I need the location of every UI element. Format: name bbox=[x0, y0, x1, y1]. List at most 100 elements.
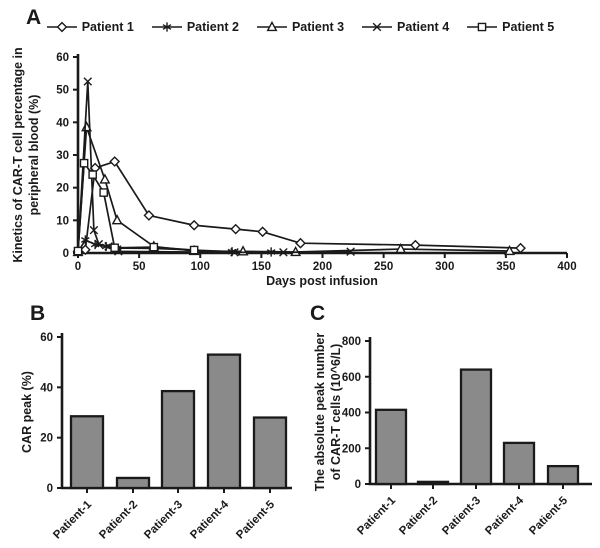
square-marker bbox=[189, 245, 199, 255]
category-label: Patient-3 bbox=[142, 499, 185, 542]
y-tick-label: 40 bbox=[40, 382, 53, 394]
triangle-marker bbox=[395, 243, 407, 254]
legend-label: Patient 1 bbox=[81, 20, 134, 34]
series-line bbox=[77, 126, 510, 253]
car-peak-bar-chart: 0 20 40 60 Patient-1 Patient-2 Patient-3 Patien… bbox=[20, 332, 292, 541]
legend-item-patient-4: Patient 4 bbox=[361, 20, 449, 34]
bar-patient-1 bbox=[374, 408, 408, 486]
car-peak-yaxis-label: CAR peak (%) bbox=[20, 371, 34, 453]
x-tick-label: 100 bbox=[191, 261, 210, 273]
category-label: Patient-4 bbox=[188, 498, 231, 541]
y-tick-label: 30 bbox=[56, 150, 69, 162]
y-tick-label: 20 bbox=[40, 433, 53, 445]
category-label: Patient-5 bbox=[527, 494, 570, 537]
category-label: Patient-2 bbox=[97, 499, 140, 542]
y-tick-label: 60 bbox=[40, 332, 53, 344]
y-tick-label: 200 bbox=[342, 443, 361, 455]
bar-patient-2 bbox=[416, 480, 450, 486]
x-marker-icon bbox=[362, 22, 393, 32]
bar-patient-1 bbox=[69, 415, 105, 490]
y-tick-label: 50 bbox=[56, 85, 69, 97]
triangle-marker-icon bbox=[256, 20, 287, 32]
square-marker-icon bbox=[467, 22, 498, 32]
y-tick-label: 400 bbox=[342, 408, 361, 420]
x-cross-marker bbox=[94, 239, 104, 249]
kinetics-xaxis-label: Days post infusion bbox=[266, 274, 378, 288]
y-tick-label: 0 bbox=[47, 483, 53, 495]
x-tick-label: 250 bbox=[374, 261, 393, 273]
bar-patient-3 bbox=[459, 368, 493, 486]
square-marker bbox=[88, 170, 97, 179]
series-patient-4 bbox=[73, 77, 355, 257]
asterisk-marker bbox=[80, 235, 90, 245]
legend-label: Patient 2 bbox=[186, 20, 239, 34]
y-tick-label: 60 bbox=[56, 52, 69, 64]
absolute-peak-bar-chart: 0 200 400 600 800 Patient-1 Patient-2 Patient-3… bbox=[313, 333, 592, 537]
x-cross-marker bbox=[83, 77, 93, 86]
bar-patient-2 bbox=[115, 476, 151, 490]
panel-b-label: B bbox=[30, 302, 46, 325]
x-cross-marker bbox=[230, 248, 239, 257]
square-marker bbox=[73, 246, 83, 256]
series-patient-5 bbox=[73, 158, 199, 256]
x-tick-label: 350 bbox=[496, 261, 515, 273]
square-marker bbox=[477, 22, 487, 32]
legend-item-patient-5: Patient 5 bbox=[466, 20, 554, 34]
legend-item-patient-2: Patient 2 bbox=[151, 20, 239, 34]
diamond-marker bbox=[109, 156, 121, 167]
y-tick-label: 20 bbox=[56, 183, 69, 195]
triangle-marker bbox=[111, 214, 123, 225]
axes bbox=[76, 54, 567, 255]
square-marker bbox=[99, 188, 108, 197]
bar-patient-5 bbox=[252, 416, 288, 490]
series-patient-1 bbox=[72, 156, 526, 257]
bar-patient-4 bbox=[502, 441, 536, 486]
category-label: Patient-1 bbox=[355, 494, 398, 537]
x-cross-marker bbox=[346, 247, 355, 256]
diamond-marker bbox=[143, 210, 155, 221]
bar-patient-3 bbox=[160, 389, 196, 490]
y-tick-label: 0 bbox=[63, 248, 69, 260]
category-label: Patient-1 bbox=[51, 498, 94, 541]
y-tick-label: 600 bbox=[342, 372, 361, 384]
x-tick-label: 200 bbox=[313, 261, 332, 273]
category-label: Patient-2 bbox=[397, 495, 440, 538]
x-cross-marker bbox=[89, 225, 99, 235]
diamond-marker bbox=[515, 242, 526, 254]
diamond-marker bbox=[56, 21, 68, 33]
diamond-marker bbox=[410, 239, 421, 251]
diamond-marker bbox=[79, 244, 91, 256]
legend: Patient 1 Patient 2 Patient 3 Patient 4 … bbox=[0, 20, 600, 34]
legend-item-patient-3: Patient 3 bbox=[256, 20, 344, 34]
diamond-marker bbox=[295, 237, 306, 249]
x-cross-marker bbox=[279, 248, 288, 257]
series-patient-3 bbox=[72, 121, 516, 257]
y-tick-label: 0 bbox=[355, 479, 361, 491]
square-marker bbox=[79, 158, 89, 168]
diamond-marker bbox=[188, 219, 200, 231]
panel-c-label: C bbox=[310, 302, 326, 325]
y-tick-label: 40 bbox=[56, 117, 69, 129]
x-cross-marker bbox=[372, 22, 382, 32]
category-label: Patient-4 bbox=[483, 494, 526, 537]
kinetics-plot-area: 0 10 20 30 40 50 60 0 50 100 150 200 250 300 350 400 bbox=[56, 52, 576, 273]
legend-label: Patient 5 bbox=[502, 20, 555, 34]
absolute-peak-plot-area: 0 200 400 600 800 Patient-1 Patient-2 Patient-3… bbox=[342, 336, 592, 537]
absolute-peak-yaxis-label-line2: of CAR-T cells (10^6/L) bbox=[329, 344, 343, 481]
x-tick-label: 400 bbox=[557, 261, 576, 273]
kinetics-yaxis-label-line1: Kinetics of CAR-T cell percentage in bbox=[11, 47, 25, 262]
absolute-peak-yaxis-label-line1: The absolute peak number bbox=[313, 333, 327, 492]
triangle-marker bbox=[99, 173, 111, 184]
triangle-marker bbox=[266, 20, 278, 32]
y-tick-label: 800 bbox=[342, 336, 361, 348]
legend-label: Patient 3 bbox=[291, 20, 345, 34]
kinetics-line-chart: 0 10 20 30 40 50 60 0 50 100 150 200 250 300 350 400 Da… bbox=[11, 47, 577, 288]
series-line bbox=[77, 160, 521, 253]
asterisk-marker-icon bbox=[151, 22, 182, 32]
x-tick-label: 0 bbox=[75, 261, 81, 273]
bar-patient-4 bbox=[206, 353, 242, 490]
legend-label: Patient 4 bbox=[397, 20, 450, 34]
x-tick-label: 50 bbox=[133, 261, 146, 273]
car-peak-plot-area: 0 20 40 60 Patient-1 Patient-2 Patient-3 Patien… bbox=[40, 332, 292, 541]
